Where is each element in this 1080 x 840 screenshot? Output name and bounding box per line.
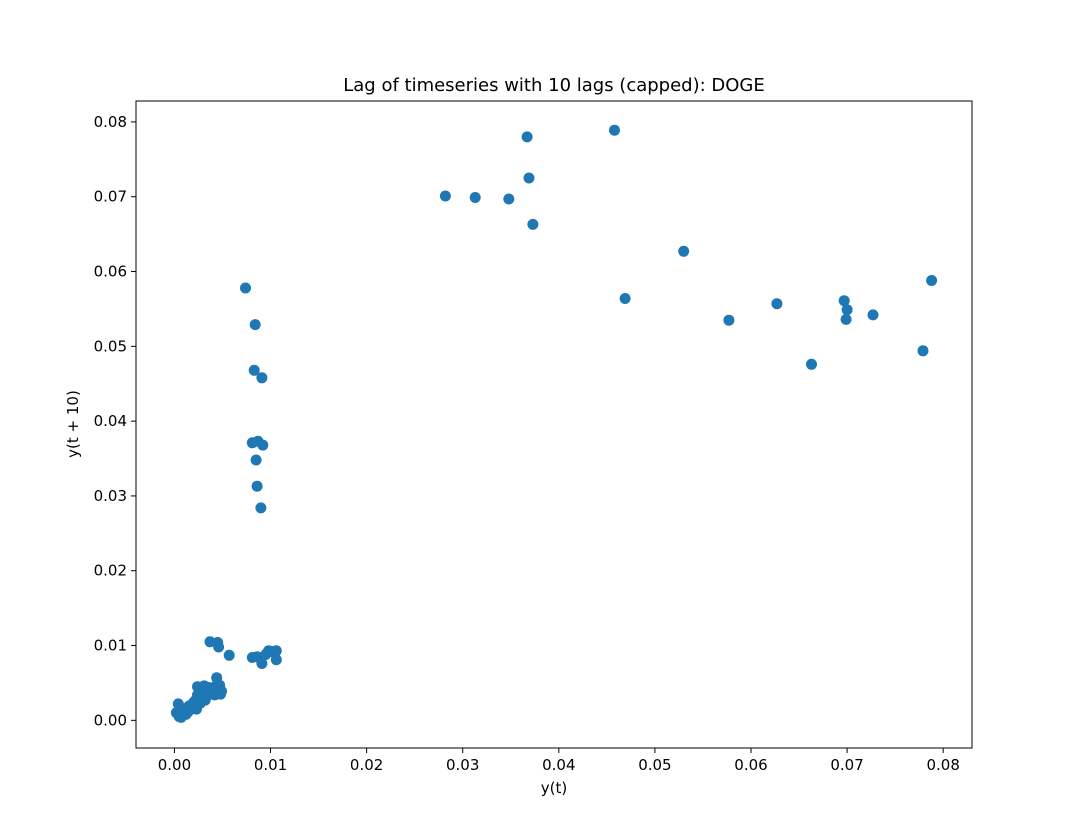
plot-area-frame <box>135 100 973 749</box>
data-point <box>249 319 261 331</box>
data-point <box>469 192 481 203</box>
data-point <box>619 293 631 304</box>
x-tick-label: 0.02 <box>350 756 383 774</box>
data-point <box>926 275 938 286</box>
data-point <box>256 372 268 384</box>
data-points <box>170 124 938 723</box>
data-point <box>771 298 783 310</box>
x-axis-label: y(t) <box>541 779 567 797</box>
y-tick-label: 0.05 <box>94 337 127 355</box>
x-tick-label: 0.08 <box>926 756 959 774</box>
y-axis-ticks: 0.00 0.01 0.02 0.03 0.04 0.05 0.06 0.07 0.08 <box>94 113 136 729</box>
data-point <box>257 439 269 451</box>
y-tick-label: 0.00 <box>94 711 127 729</box>
y-tick-label: 0.02 <box>94 562 127 580</box>
data-point <box>270 654 282 666</box>
data-point <box>213 641 225 653</box>
data-point <box>223 649 235 661</box>
data-point <box>521 131 533 143</box>
data-point <box>248 364 260 376</box>
y-tick-label: 0.08 <box>94 113 127 131</box>
y-tick-label: 0.01 <box>94 637 127 655</box>
data-point <box>838 295 850 307</box>
x-axis-ticks: 0.00 0.01 0.02 0.03 0.04 0.05 0.06 0.07 0.08 <box>158 748 960 774</box>
data-point <box>678 245 690 257</box>
x-tick-label: 0.04 <box>542 756 575 774</box>
data-point <box>867 309 879 321</box>
data-point <box>523 172 535 184</box>
x-tick-label: 0.06 <box>734 756 767 774</box>
x-tick-label: 0.03 <box>446 756 479 774</box>
chart-title: Lag of timeseries with 10 lags (capped):… <box>343 75 765 96</box>
y-axis-label: y(t + 10) <box>64 390 82 458</box>
x-tick-label: 0.07 <box>830 756 863 774</box>
data-point <box>216 685 227 697</box>
data-point <box>270 645 282 657</box>
data-point <box>840 313 852 325</box>
data-point <box>503 193 515 205</box>
y-tick-label: 0.03 <box>94 487 127 505</box>
data-point <box>609 124 620 136</box>
data-point <box>723 314 735 326</box>
data-point <box>806 358 817 370</box>
y-tick-label: 0.06 <box>94 263 127 281</box>
data-point <box>250 454 262 466</box>
y-tick-label: 0.07 <box>94 188 127 206</box>
data-point <box>256 658 268 669</box>
x-tick-label: 0.01 <box>254 756 287 774</box>
data-point <box>439 190 451 202</box>
data-point <box>841 304 853 316</box>
x-tick-label: 0.00 <box>158 756 191 774</box>
data-point <box>255 502 267 514</box>
data-point <box>251 480 263 492</box>
x-tick-label: 0.05 <box>638 756 671 774</box>
data-point <box>240 282 251 294</box>
data-point <box>917 345 929 357</box>
data-point <box>527 218 539 230</box>
y-tick-label: 0.04 <box>94 412 127 430</box>
